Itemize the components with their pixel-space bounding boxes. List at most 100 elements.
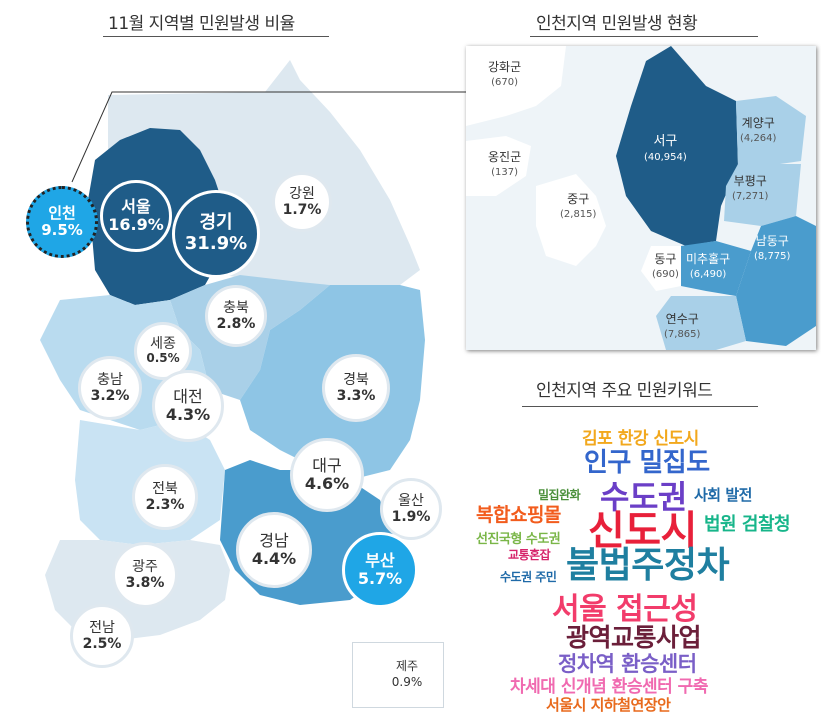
district-bupyeong-shape	[724, 164, 801, 226]
region-pct: 0.9%	[391, 675, 423, 689]
region-bubble-chungbuk: 충북 2.8%	[205, 285, 267, 347]
region-name: 세종	[150, 336, 176, 353]
district-name: 서구	[653, 134, 678, 149]
keyword-item: 복합쇼핑몰	[476, 504, 561, 526]
district-donggu-shape	[641, 246, 681, 291]
region-pct: 2.8%	[216, 316, 256, 332]
region-bubble-gyeongbuk: 경북 3.3%	[322, 354, 390, 422]
region-name: 경남	[259, 530, 289, 550]
region-bubble-seoul: 서울 16.9%	[100, 180, 172, 252]
district-count: (7,865)	[664, 328, 701, 340]
region-pct: 16.9%	[108, 215, 164, 234]
district-label-yeonsu: 연수구 (7,865)	[664, 312, 700, 341]
district-count: (4,264)	[740, 132, 777, 144]
district-count: (670)	[491, 76, 518, 88]
region-name: 서울	[121, 196, 151, 216]
region-pct: 2.3%	[145, 497, 185, 513]
district-ganghwa-shape	[466, 46, 566, 126]
district-gyeyang-shape	[736, 96, 806, 166]
keywords-title-underline	[522, 406, 758, 407]
keyword-item: 차세대 신개념 환승센터 구축	[510, 677, 708, 697]
keyword-item: 광역교통사업	[566, 623, 702, 652]
keyword-item: 불법주정차	[566, 545, 730, 586]
region-name: 경북	[343, 371, 369, 388]
district-count: (6,490)	[689, 268, 727, 280]
map-title-underline	[103, 36, 329, 37]
region-pct: 1.9%	[391, 509, 431, 525]
keyword-item: 정차역 환승센터	[558, 652, 697, 676]
district-name: 계양구	[741, 116, 775, 130]
region-bubble-daejeon: 대전 4.3%	[152, 370, 224, 442]
region-bubble-jeonnam: 전남 2.5%	[70, 604, 134, 668]
region-bubble-gyeongnam: 경남 4.4%	[236, 512, 312, 588]
region-bubble-incheon: 인천 9.5%	[26, 186, 98, 258]
keyword-item: 밀집완화	[538, 488, 581, 502]
region-bubble-jeonbuk: 전북 2.3%	[132, 464, 198, 530]
district-name: 남동구	[755, 234, 789, 248]
district-label-gyeyang: 계양구 (4,264)	[740, 116, 776, 145]
district-junggu-shape	[536, 174, 606, 266]
region-name: 대전	[173, 386, 203, 406]
region-name: 전북	[152, 480, 178, 497]
region-name: 울산	[398, 492, 424, 509]
region-name: 강원	[289, 185, 315, 202]
region-name: 경기	[199, 212, 233, 234]
korea-map	[40, 60, 470, 698]
district-name: 중구	[567, 192, 590, 206]
region-pct: 31.9%	[184, 233, 248, 254]
region-pct: 4.3%	[165, 405, 211, 424]
district-label-seogu: 서구 (40,954)	[644, 134, 687, 164]
keyword-item: 서울시 지하철연장안	[546, 696, 671, 714]
district-namdong-shape	[736, 216, 816, 346]
region-pct: 4.6%	[304, 474, 350, 493]
district-label-ongjin: 옹진군 (137)	[488, 150, 521, 179]
region-pct: 1.7%	[282, 202, 322, 218]
district-label-michuhol: 미추홀구 (6,490)	[686, 252, 730, 281]
incheon-map-title: 인천지역 민원발생 현황	[536, 14, 698, 34]
region-name: 전남	[89, 619, 115, 636]
district-name: 동구	[654, 252, 677, 266]
district-label-donggu: 동구 (690)	[652, 252, 679, 281]
map-title: 11월 지역별 민원발생 비율	[108, 14, 295, 34]
district-label-ganghwa: 강화군 (670)	[488, 60, 521, 89]
district-label-namdong: 남동구 (8,775)	[754, 234, 790, 263]
district-name: 옹진군	[488, 150, 522, 164]
region-name: 부산	[365, 550, 395, 570]
region-bubble-jeju: 제주 0.9%	[378, 652, 436, 698]
region-name: 충남	[97, 371, 123, 388]
district-name: 부평구	[733, 174, 767, 188]
region-pct: 9.5%	[41, 221, 83, 239]
district-count: (690)	[652, 268, 679, 280]
keyword-item: 서울 접근성	[552, 592, 698, 627]
keywords-title: 인천지역 주요 민원키워드	[536, 381, 713, 401]
keyword-item: 선진국형 수도권	[476, 532, 561, 547]
district-count: (7,271)	[732, 190, 769, 202]
incheon-map-title-underline	[530, 36, 758, 37]
district-ongjin-shape	[466, 136, 531, 196]
district-count: (2,815)	[560, 208, 597, 220]
region-pct: 0.5%	[146, 351, 180, 366]
jeju-box	[352, 642, 444, 708]
region-bubble-busan: 부산 5.7%	[342, 532, 418, 608]
district-name: 연수구	[665, 312, 699, 326]
incheon-map-shapes	[466, 46, 816, 350]
district-name: 미추홀구	[686, 252, 731, 266]
keyword-item: 법원 검찰청	[704, 514, 791, 535]
district-count: (8,775)	[754, 250, 791, 262]
callout-line	[71, 91, 470, 183]
region-bubble-gwangju: 광주 3.8%	[112, 542, 178, 608]
region-bubble-ulsan: 울산 1.9%	[380, 478, 442, 540]
keyword-item: 신도시	[588, 508, 697, 554]
region-pct: 3.8%	[125, 575, 165, 591]
keyword-item: 인구 밀집도	[584, 448, 710, 478]
keyword-item: 사회 발전	[694, 486, 752, 504]
keyword-item: 김포 한강 신도시	[582, 429, 699, 449]
region-name: 대구	[312, 455, 342, 475]
district-count: (40,954)	[644, 151, 687, 163]
region-pct: 5.7%	[357, 569, 403, 588]
district-seogu-shape	[616, 46, 738, 246]
region-pct: 2.5%	[82, 636, 122, 652]
region-bubble-gangwon: 강원 1.7%	[272, 172, 332, 232]
incheon-inset-map: 강화군 (670) 옹진군 (137) 서구 (40,954) 계양구 (4,2…	[466, 46, 816, 350]
keyword-item: 교통혼잡	[508, 548, 551, 562]
